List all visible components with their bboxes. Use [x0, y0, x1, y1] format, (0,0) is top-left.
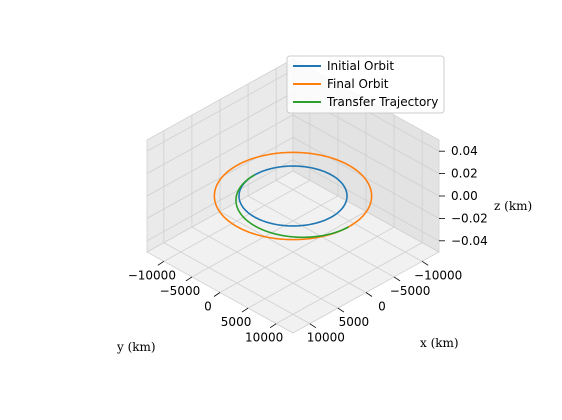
z-tick-label: −0.04: [451, 234, 488, 248]
grid-line: [219, 211, 367, 293]
grid-line: [146, 159, 294, 242]
z-tick-label: 0.04: [451, 144, 478, 158]
legend-label-transfer-trajectory: Transfer Trajectory: [326, 95, 438, 109]
x-tick-label: 0: [378, 300, 386, 314]
initial-orbit-line: [238, 165, 348, 227]
y-tick-mark: [241, 307, 249, 313]
grid-line: [292, 137, 440, 219]
z-axis-label: z (km): [494, 199, 532, 213]
y-tick-label: −10000: [128, 268, 176, 282]
x-tick-mark: [393, 276, 401, 282]
grid-line: [247, 226, 395, 309]
y-tick-label: 5000: [221, 315, 252, 329]
x-tick-label: −10000: [414, 268, 462, 282]
grid-line: [146, 114, 294, 197]
legend-label-final-orbit: Final Orbit: [327, 77, 389, 91]
legend: Initial Orbit Final Orbit Transfer Traje…: [286, 55, 445, 114]
z-tick-label: −0.02: [451, 211, 488, 225]
transfer-trajectory-line: [235, 174, 349, 239]
grid-line: [163, 242, 311, 325]
x-tick-label: −5000: [390, 284, 431, 298]
y-axis-label: y (km): [116, 340, 156, 354]
x-tick-mark: [421, 261, 429, 266]
y-tick-mark: [157, 261, 165, 266]
data-series: [213, 151, 373, 241]
legend-box: [286, 55, 445, 114]
z-tick-label: 0.02: [451, 167, 478, 181]
grid-line: [292, 159, 440, 242]
x-tick-label: 10000: [307, 331, 345, 345]
y-tick-label: −5000: [160, 284, 201, 298]
y-tick-label: 10000: [245, 331, 283, 345]
grid-line: [275, 242, 423, 325]
grid-line: [146, 137, 294, 219]
grid-line: [146, 92, 294, 174]
x-tick-mark: [365, 292, 373, 297]
x-tick-mark: [337, 307, 345, 313]
x-tick-mark: [309, 323, 317, 328]
grid-line: [292, 114, 440, 197]
y-tick-mark: [213, 292, 221, 297]
y-tick-mark: [185, 276, 193, 282]
x-axis-label: x (km): [420, 336, 459, 350]
grid-line: [191, 226, 339, 309]
y-tick-label: 0: [204, 300, 212, 314]
grid-line: [146, 69, 294, 152]
x-tick-label: 5000: [339, 315, 370, 329]
y-tick-mark: [269, 323, 277, 328]
z-tick-label: 0.00: [451, 189, 478, 203]
legend-label-initial-orbit: Initial Orbit: [327, 59, 394, 73]
